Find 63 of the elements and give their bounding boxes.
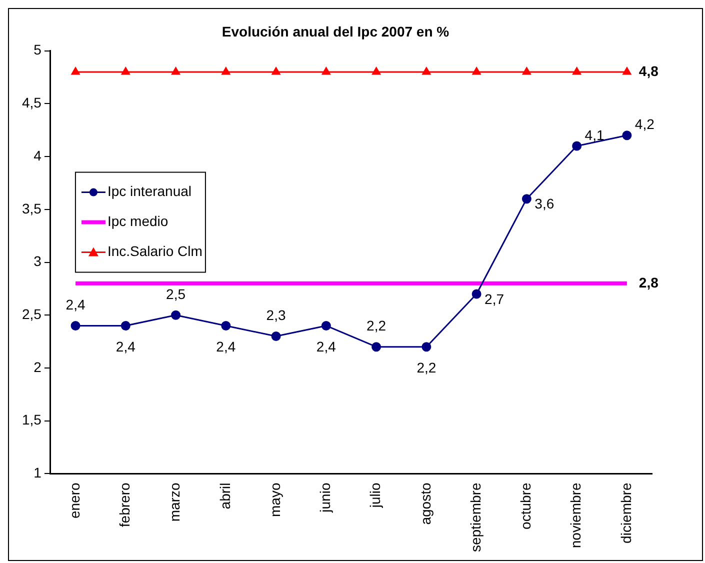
x-tick-label: octubre bbox=[518, 482, 534, 530]
x-tick-label: noviembre bbox=[568, 482, 584, 548]
point bbox=[422, 342, 432, 352]
x-tick-label: julio bbox=[367, 482, 384, 509]
point bbox=[422, 67, 431, 75]
data-label: 2,2 bbox=[416, 360, 436, 376]
data-label: 2,4 bbox=[116, 338, 136, 355]
y-tick-label: 4,5 bbox=[22, 94, 42, 111]
point bbox=[172, 67, 180, 75]
point bbox=[522, 194, 532, 204]
point bbox=[522, 67, 531, 75]
y-tick-label: 1,5 bbox=[22, 412, 42, 428]
data-label: 2,4 bbox=[316, 338, 336, 355]
data-label: 2,5 bbox=[166, 286, 186, 302]
point bbox=[222, 67, 230, 75]
y-tick-label: 2,5 bbox=[22, 306, 42, 322]
data-label: 4,8 bbox=[638, 62, 659, 79]
point bbox=[120, 320, 130, 330]
data-label: 2,4 bbox=[216, 338, 236, 355]
point bbox=[272, 67, 280, 75]
point bbox=[572, 67, 582, 75]
x-tick-label: junio bbox=[317, 482, 334, 514]
point bbox=[372, 67, 381, 75]
point bbox=[71, 67, 80, 75]
y-tick-label: 5 bbox=[34, 42, 42, 58]
y-tick-label: 2 bbox=[34, 358, 42, 375]
data-label: 3,6 bbox=[534, 196, 554, 212]
point bbox=[121, 67, 130, 75]
data-label: 2,3 bbox=[266, 307, 286, 324]
x-tick-label: mayo bbox=[266, 482, 283, 517]
y-tick-label: 4 bbox=[34, 147, 42, 164]
x-tick-label: agosto bbox=[417, 482, 434, 525]
x-tick-label: marzo bbox=[166, 482, 183, 522]
point bbox=[472, 289, 482, 299]
x-tick-label: abril bbox=[216, 482, 233, 510]
legend-label: Ipc medio bbox=[107, 213, 168, 230]
x-tick-label: septiembre bbox=[467, 482, 484, 552]
point bbox=[171, 310, 181, 320]
point bbox=[221, 320, 231, 330]
legend-label: Inc.Salario Clm bbox=[107, 243, 202, 260]
point bbox=[572, 141, 582, 151]
y-tick-label: 1 bbox=[34, 464, 42, 481]
data-label: 2,4 bbox=[66, 296, 86, 313]
point bbox=[70, 320, 80, 330]
legend-label: Ipc interanual bbox=[107, 183, 192, 200]
data-label: 2,2 bbox=[366, 318, 386, 334]
y-tick-label: 3,5 bbox=[22, 200, 42, 216]
data-label: 4,2 bbox=[634, 116, 655, 132]
point bbox=[372, 342, 382, 352]
y-tick-label: 3 bbox=[34, 253, 42, 270]
point bbox=[472, 67, 481, 75]
data-label: 2,8 bbox=[638, 274, 659, 290]
x-tick-label: febrero bbox=[116, 482, 133, 528]
chart-title: Evolución anual del Ipc 2007 en % bbox=[222, 23, 450, 40]
x-tick-label: enero bbox=[66, 482, 82, 519]
data-label: 4,1 bbox=[584, 126, 604, 143]
point bbox=[622, 67, 632, 75]
point bbox=[622, 130, 632, 140]
point bbox=[271, 332, 281, 342]
point bbox=[322, 67, 330, 75]
data-label: 2,7 bbox=[484, 290, 504, 307]
x-tick-label: diciembre bbox=[618, 482, 634, 544]
point bbox=[321, 320, 331, 330]
